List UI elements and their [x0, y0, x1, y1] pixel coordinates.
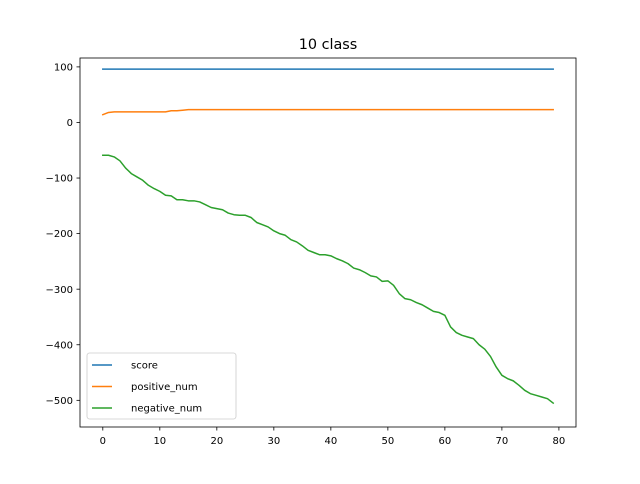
x-tick-label: 60 [439, 436, 452, 447]
y-tick-label: 0 [67, 118, 73, 129]
x-tick-label: 70 [496, 436, 509, 447]
x-tick-label: 30 [267, 436, 280, 447]
x-tick-label: 0 [100, 436, 106, 447]
y-tick-label: −300 [46, 285, 73, 296]
legend-label-positive-num: positive_num [131, 382, 198, 393]
x-tick-label: 10 [153, 436, 166, 447]
y-tick-label: −500 [46, 396, 73, 407]
x-tick-label: 50 [381, 436, 394, 447]
y-tick-label: 100 [54, 62, 73, 73]
chart-title: 10 class [299, 37, 358, 53]
x-tick-label: 40 [324, 436, 337, 447]
legend-label-score: score [131, 361, 158, 372]
x-tick-label: 20 [210, 436, 223, 447]
legend: score positive_num negative_num [87, 353, 236, 419]
y-tick-label: −100 [46, 174, 73, 185]
y-tick-label: −200 [46, 229, 73, 240]
x-tick-label: 80 [553, 436, 566, 447]
legend-label-negative-num: negative_num [131, 404, 202, 415]
y-tick-label: −400 [46, 340, 73, 351]
